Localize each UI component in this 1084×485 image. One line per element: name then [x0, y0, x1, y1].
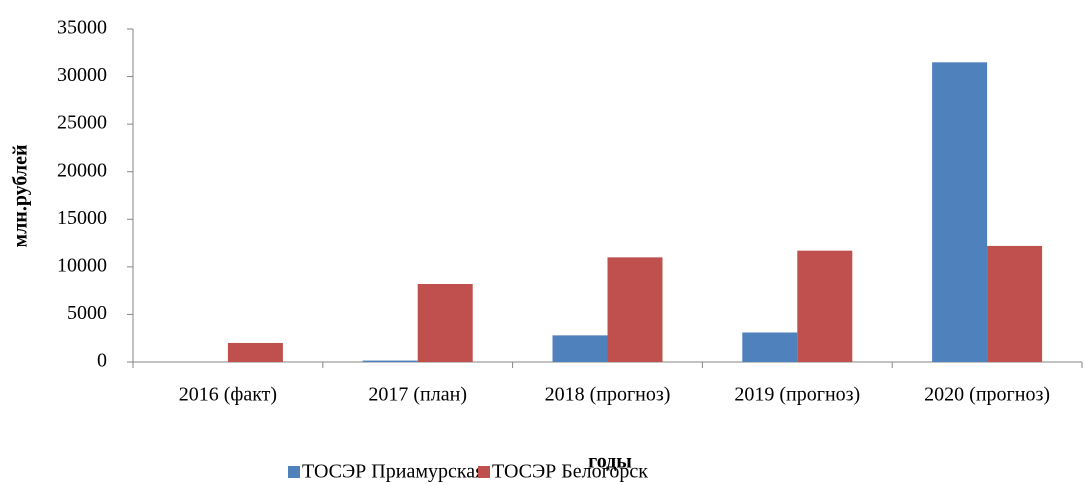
legend-swatch: [288, 466, 300, 478]
x-tick-label: 2018 (прогноз): [545, 384, 671, 406]
bar: [987, 245, 1043, 362]
legend-swatch: [478, 466, 490, 478]
x-tick-label: 2020 (прогноз): [924, 384, 1050, 406]
y-tick-label: 25000: [57, 112, 107, 134]
x-tick-label: 2016 (факт): [179, 384, 277, 406]
bar: [362, 360, 418, 362]
bar: [797, 250, 853, 362]
x-tick-label: 2019 (прогноз): [734, 384, 860, 406]
bar: [552, 335, 608, 362]
y-tick-label: 0: [97, 350, 107, 372]
y-tick-label: 30000: [57, 64, 107, 86]
bar: [227, 342, 283, 362]
y-tick-label: 35000: [57, 17, 107, 39]
x-axis-label: годы: [588, 451, 632, 473]
bar: [932, 62, 988, 363]
bar: [742, 332, 798, 362]
y-tick-label: 20000: [57, 159, 107, 181]
bar: [607, 257, 663, 362]
y-tick-label: 15000: [57, 207, 107, 229]
y-tick-label: 5000: [67, 302, 107, 324]
bar: [417, 283, 473, 362]
y-tick-label: 10000: [57, 254, 107, 276]
legend-label: ТОСЭР Белогорск: [492, 461, 648, 483]
x-tick-label: 2017 (план): [368, 384, 467, 406]
legend-label: ТОСЭР Приамурская: [302, 461, 484, 483]
y-axis-label: млн.рублей: [10, 144, 32, 247]
